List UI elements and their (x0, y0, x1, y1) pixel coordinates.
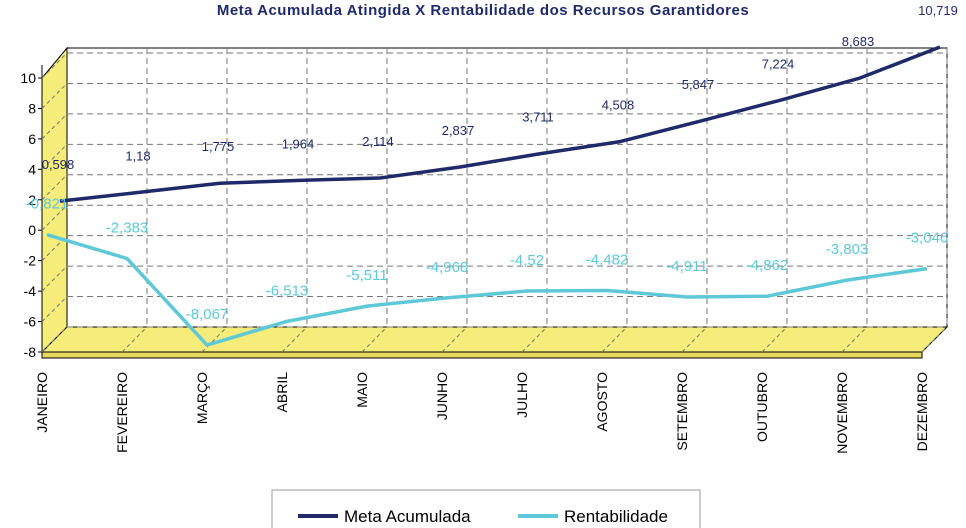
floor-edge (41, 351, 923, 359)
legend-label: Meta Acumulada (344, 507, 471, 526)
grid-line (921, 326, 948, 353)
grid-line (681, 326, 708, 353)
x-tick-label: JUNHO (434, 372, 450, 420)
x-tick-label: FEVEREIRO (114, 372, 130, 453)
data-label: -6,513 (266, 282, 309, 299)
y-tick-label: -4 (24, 283, 37, 299)
data-label: -2,383 (106, 219, 149, 236)
grid-line (841, 326, 868, 353)
legend-label: Rentabilidade (564, 507, 668, 526)
y-tick-label: -6 (24, 314, 37, 330)
floor (40, 326, 949, 353)
data-label: -4,862 (746, 257, 789, 274)
x-tick-label: JANEIRO (34, 372, 50, 433)
series-line (59, 45, 941, 203)
y-tick-label: -8 (24, 344, 37, 360)
x-tick-label: MARÇO (194, 372, 210, 424)
grid-line (361, 326, 388, 353)
grid-line (201, 326, 228, 353)
grid-line (41, 52, 68, 79)
data-label: -4,482 (586, 251, 629, 268)
y-tick-label: 6 (28, 131, 36, 147)
grid-line (281, 326, 308, 353)
grid-line (601, 326, 628, 353)
chart-title: Meta Acumulada Atingida X Rentabilidade … (217, 2, 749, 19)
data-label: -3,803 (826, 241, 869, 258)
grid-line (121, 326, 148, 353)
y-tick-label: 0 (28, 222, 36, 238)
legend-box (271, 489, 701, 528)
data-label: -4,968 (426, 259, 469, 276)
x-tick-label: ABRIL (274, 372, 290, 413)
x-tick-label: OUTUBRO (754, 372, 770, 442)
data-label: -3,046 (906, 230, 949, 247)
x-tick-label: SETEMBRO (674, 372, 690, 451)
x-tick-label: AGOSTO (594, 372, 610, 432)
data-label: 2,837 (442, 123, 475, 138)
data-label: 8,683 (842, 34, 875, 49)
data-label: 7,224 (762, 56, 795, 71)
grid-line (441, 326, 468, 353)
series-line (46, 233, 928, 347)
data-label: 3,711 (522, 110, 554, 125)
data-label: -8,067 (186, 306, 229, 323)
grid-line (41, 326, 68, 353)
x-tick-label: DEZEMBRO (914, 372, 930, 451)
y-tick-label: 10 (20, 70, 36, 86)
data-label: 1,775 (202, 139, 235, 154)
data-label: 2,114 (362, 134, 394, 149)
grid-line (41, 113, 68, 140)
y-tick-label: 2 (28, 192, 36, 208)
data-label: 4,508 (602, 98, 635, 113)
x-tick-label: JULHO (514, 372, 530, 418)
data-label: 0,598 (42, 157, 75, 172)
y-tick-label: -2 (24, 253, 37, 269)
y-tick-label: 8 (28, 100, 36, 116)
grid-line (41, 265, 68, 292)
data-label: -4,911 (666, 258, 707, 275)
data-label: -0,821 (26, 196, 69, 213)
x-tick-label: MAIO (354, 372, 370, 408)
data-label: -4,52 (510, 252, 544, 269)
grid-line (41, 296, 68, 322)
grid-line (41, 143, 68, 170)
data-label: -5,511 (346, 267, 387, 284)
grid-line (761, 326, 788, 353)
data-label: 1,18 (125, 148, 150, 163)
data-label: 5,847 (682, 77, 715, 92)
grid-line (41, 204, 68, 231)
x-tick-label: NOVEMBRO (834, 372, 850, 454)
data-label: 1,964 (282, 136, 315, 151)
y-tick-label: 4 (28, 161, 36, 177)
grid-line (41, 174, 68, 201)
data-label: 10,719 (918, 3, 958, 18)
grid-line (41, 83, 68, 109)
grid-line (521, 326, 548, 353)
